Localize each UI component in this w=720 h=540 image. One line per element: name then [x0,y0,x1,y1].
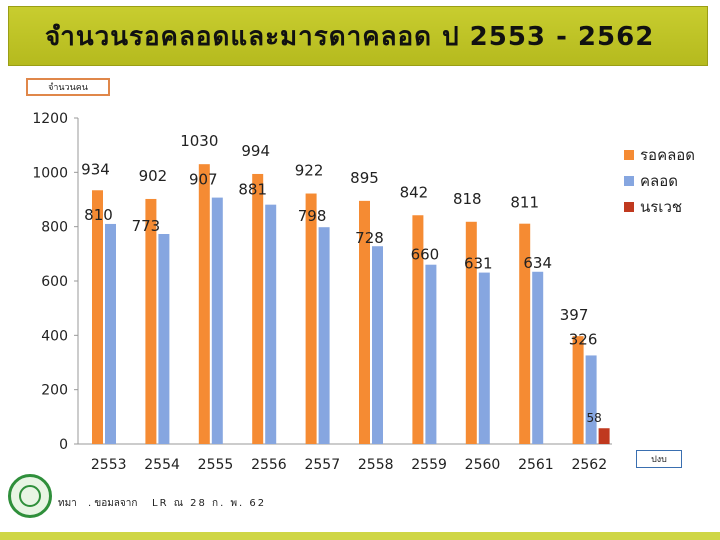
x-tick-label: 2554 [144,457,180,470]
legend-swatch-waiting [624,150,634,160]
legend-label-referred: นรเวช [640,198,683,216]
x-tick-label: 2558 [358,457,394,470]
bar-waiting [465,221,477,444]
bar-waiting [359,200,370,444]
bar-waiting [305,193,317,444]
title-banner: จำนวนรอคลอดและมารดาคลอด ป 2553 - 2562 [8,6,708,66]
data-label: 881 [238,181,267,199]
data-label: 58 [586,411,601,425]
y-tick-label: 800 [41,220,68,236]
data-label: 397 [560,306,589,324]
bar-waiting [92,190,103,444]
bar-delivered [425,264,437,444]
data-label: 842 [400,183,429,201]
bar-delivered [585,355,597,444]
bar-chart: 0 200 400 600 800 1000 1200 2553 934 810 2554 902 77… [32,111,612,470]
legend-item-waiting: รอคลอด [624,142,695,168]
y-tick-label: 200 [41,383,68,399]
bar-delivered [318,227,330,444]
data-label: 326 [569,330,598,348]
data-label: 818 [453,190,482,208]
bar-delivered [158,234,170,444]
footer: ทมา . ขอมลจาก LR ณ 28 ก. พ. 62 [0,470,720,540]
bar-waiting [145,198,157,444]
y-tick-label: 400 [41,328,68,344]
data-label: 1030 [180,132,218,150]
data-label: 994 [241,142,270,160]
source-prefix: ทมา [58,498,77,509]
x-tick-label: 2555 [198,457,234,470]
bar-delivered [211,197,223,444]
data-label: 934 [81,160,110,178]
source-text: . ขอมลจาก [88,498,138,509]
bar-waiting [412,215,424,444]
bar-waiting [519,223,531,444]
page-title: จำนวนรอคลอดและมารดาคลอด ป 2553 - 2562 [45,21,655,52]
bar-waiting [252,173,264,445]
bar-waiting [572,336,584,444]
legend-label-waiting: รอคลอด [640,146,696,164]
data-label: 660 [411,246,440,264]
bar-delivered [372,246,383,444]
data-label: 798 [298,207,327,225]
data-label: 907 [189,171,218,189]
data-label: 811 [510,194,539,212]
legend-item-delivered: คลอด [624,168,695,194]
data-label: 922 [295,162,324,180]
legend-label-delivered: คลอด [640,172,678,190]
data-label: 631 [464,255,493,273]
x-tick-label: 2562 [571,457,607,470]
unit-label: จำนวนคน [26,78,110,96]
y-tick-label: 1200 [32,111,68,127]
data-label: 728 [355,229,384,247]
bottom-band [0,532,720,540]
bar-delivered [532,271,544,444]
bar-delivered [265,204,277,444]
bar-delivered [478,272,490,444]
x-tick-label: 2561 [518,457,554,470]
y-tick-label: 600 [41,274,68,290]
legend-item-referred: นรเวช [624,194,695,220]
data-label: 810 [84,206,113,224]
source-date: LR ณ 28 ก. พ. 62 [152,498,267,509]
y-tick-label: 0 [59,437,68,453]
bar-referred [598,428,610,444]
data-label: 895 [350,169,379,187]
x-tick-label: 2559 [411,457,447,470]
bar-waiting [198,164,210,444]
data-label: 634 [523,254,552,272]
y-tick-label: 1000 [32,165,68,181]
x-tick-label: 2556 [251,457,287,470]
x-tick-label: 2560 [465,457,501,470]
x-tick-label: 2553 [91,457,127,470]
data-label: 902 [139,167,168,185]
bar-delivered [105,223,116,444]
x-tick-label: 2557 [304,457,340,470]
legend: รอคลอด คลอด นรเวช [624,142,695,220]
legend-swatch-referred [624,202,634,212]
fiscal-year-label: ปงบ [636,450,682,468]
data-label: 773 [132,217,161,235]
ministry-logo-icon [8,474,52,518]
legend-swatch-delivered [624,176,634,186]
